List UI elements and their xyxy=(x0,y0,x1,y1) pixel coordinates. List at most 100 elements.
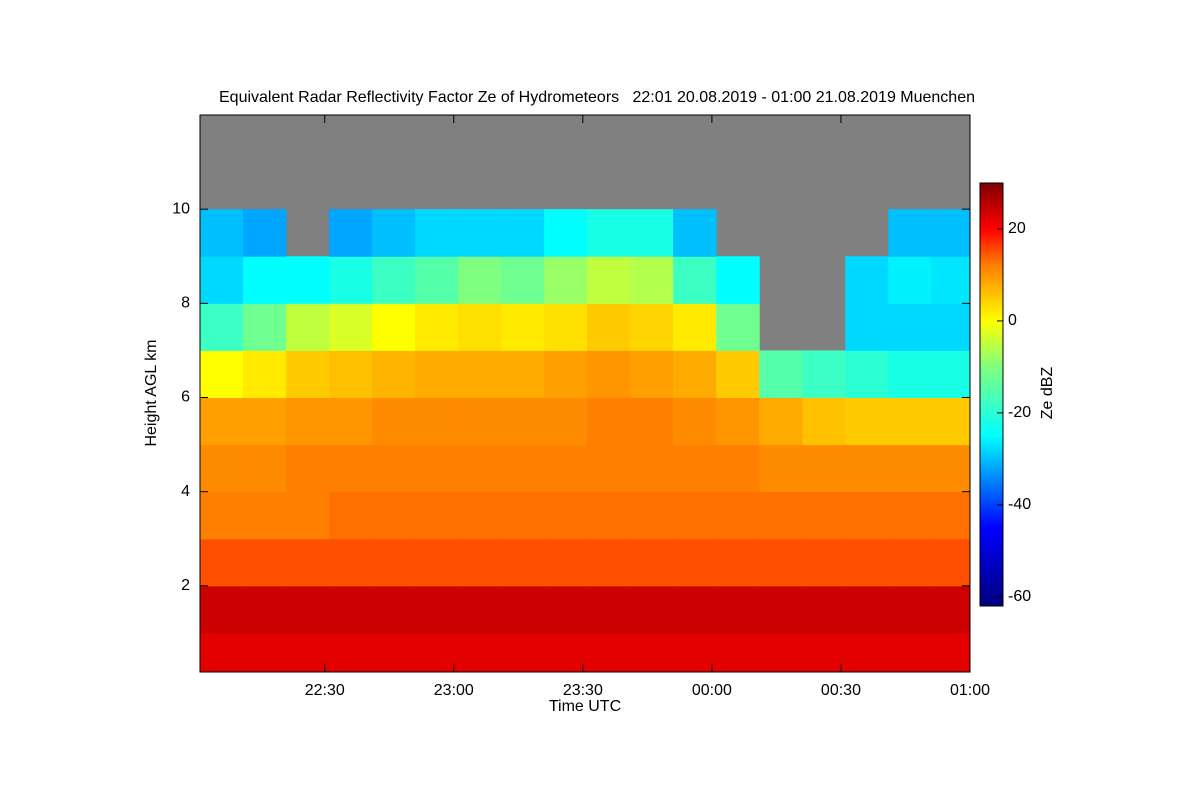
heatmap-cell xyxy=(716,538,760,587)
heatmap-cell xyxy=(372,303,416,351)
heatmap-cell xyxy=(372,632,416,673)
heatmap-cell xyxy=(802,491,846,540)
heatmap-cell xyxy=(888,397,932,446)
heatmap-cell xyxy=(243,397,287,446)
heatmap-cell xyxy=(587,632,631,673)
heatmap-cell xyxy=(759,397,803,446)
heatmap-cell xyxy=(458,491,502,540)
heatmap-cell xyxy=(243,538,287,587)
heatmap-cell xyxy=(716,491,760,540)
heatmap-cell xyxy=(544,209,588,257)
heatmap-cell xyxy=(501,538,545,587)
heatmap-cell xyxy=(544,585,588,634)
heatmap-cell xyxy=(200,209,244,257)
heatmap-cell xyxy=(587,209,631,257)
heatmap-cell xyxy=(759,350,803,399)
heatmap-cell xyxy=(630,538,674,587)
heatmap-cell xyxy=(415,256,459,304)
heatmap-cell xyxy=(931,585,971,634)
colorbar-tick-label: 0 xyxy=(1008,312,1017,329)
heatmap-cell xyxy=(845,303,889,351)
heatmap-cell xyxy=(759,585,803,634)
heatmap-cell xyxy=(243,444,287,493)
plot-frame xyxy=(199,114,971,673)
heatmap-cell xyxy=(630,585,674,634)
heatmap-cell xyxy=(673,303,717,351)
heatmap-cell xyxy=(200,632,244,673)
heatmap-cell xyxy=(286,303,330,351)
heatmap-cell xyxy=(200,397,244,446)
heatmap-cell xyxy=(372,209,416,257)
heatmap-cell xyxy=(544,444,588,493)
y-tick-label: 4 xyxy=(181,483,190,500)
heatmap-cell xyxy=(329,585,373,634)
heatmap-cell xyxy=(673,538,717,587)
heatmap-cell xyxy=(673,256,717,304)
heatmap-cell xyxy=(845,491,889,540)
heatmap-cell xyxy=(673,491,717,540)
heatmap-cell xyxy=(501,491,545,540)
heatmap-cell xyxy=(931,209,971,257)
heatmap-cell xyxy=(845,350,889,399)
heatmap-cell xyxy=(243,209,287,257)
heatmap-cell xyxy=(286,350,330,399)
heatmap-cell xyxy=(458,538,502,587)
heatmap-cell xyxy=(329,303,373,351)
heatmap-cell xyxy=(673,444,717,493)
heatmap-cell xyxy=(802,538,846,587)
x-tick-label: 00:30 xyxy=(821,682,861,699)
heatmap-cell xyxy=(587,538,631,587)
heatmap-cell xyxy=(888,491,932,540)
y-axis-label: Height AGL km xyxy=(143,339,160,446)
colorbar-label: Ze dBZ xyxy=(1039,367,1056,420)
heatmap-cell xyxy=(544,491,588,540)
heatmap-cell xyxy=(243,585,287,634)
heatmap-cell xyxy=(286,585,330,634)
heatmap-cell xyxy=(501,350,545,399)
heatmap-cell xyxy=(931,444,971,493)
heatmap-cell xyxy=(845,538,889,587)
heatmap-cell xyxy=(329,538,373,587)
heatmap-cell xyxy=(630,632,674,673)
heatmap-cell xyxy=(845,397,889,446)
heatmap-cell xyxy=(544,350,588,399)
heatmap-cell xyxy=(200,491,244,540)
heatmap-cell xyxy=(587,491,631,540)
heatmap-cell xyxy=(200,538,244,587)
heatmap-cell xyxy=(329,256,373,304)
heatmap-cell xyxy=(415,303,459,351)
colorbar-tick-label: -40 xyxy=(1008,496,1031,513)
colorbar-tick-label: -60 xyxy=(1008,588,1031,605)
x-tick-label: 23:00 xyxy=(434,682,474,699)
heatmap-cell xyxy=(931,538,971,587)
heatmap-cell xyxy=(630,256,674,304)
heatmap-cell xyxy=(888,585,932,634)
heatmap-cell xyxy=(759,632,803,673)
heatmap-cell xyxy=(544,397,588,446)
heatmap-cell xyxy=(587,585,631,634)
heatmap-cell xyxy=(458,397,502,446)
heatmap-cell xyxy=(673,632,717,673)
heatmap-cell xyxy=(544,256,588,304)
heatmap-cell xyxy=(501,632,545,673)
heatmap-cell xyxy=(630,397,674,446)
heatmap-cell xyxy=(329,350,373,399)
heatmap-cell xyxy=(458,209,502,257)
heatmap-cell xyxy=(630,209,674,257)
heatmap-cell xyxy=(458,350,502,399)
heatmap-cell xyxy=(716,256,760,304)
heatmap-cell xyxy=(372,397,416,446)
colorbar xyxy=(979,182,1004,607)
heatmap-cell xyxy=(372,256,416,304)
y-tick-label: 2 xyxy=(181,577,190,594)
heatmap-cell xyxy=(673,585,717,634)
heatmap-cell xyxy=(802,397,846,446)
heatmap-cell xyxy=(372,350,416,399)
heatmap-cell xyxy=(888,256,932,304)
x-axis-label: Time UTC xyxy=(549,698,621,715)
colorbar-tick-label: 20 xyxy=(1008,220,1026,237)
heatmap-cell xyxy=(415,585,459,634)
heatmap-cell xyxy=(243,256,287,304)
heatmap-cell xyxy=(931,303,971,351)
